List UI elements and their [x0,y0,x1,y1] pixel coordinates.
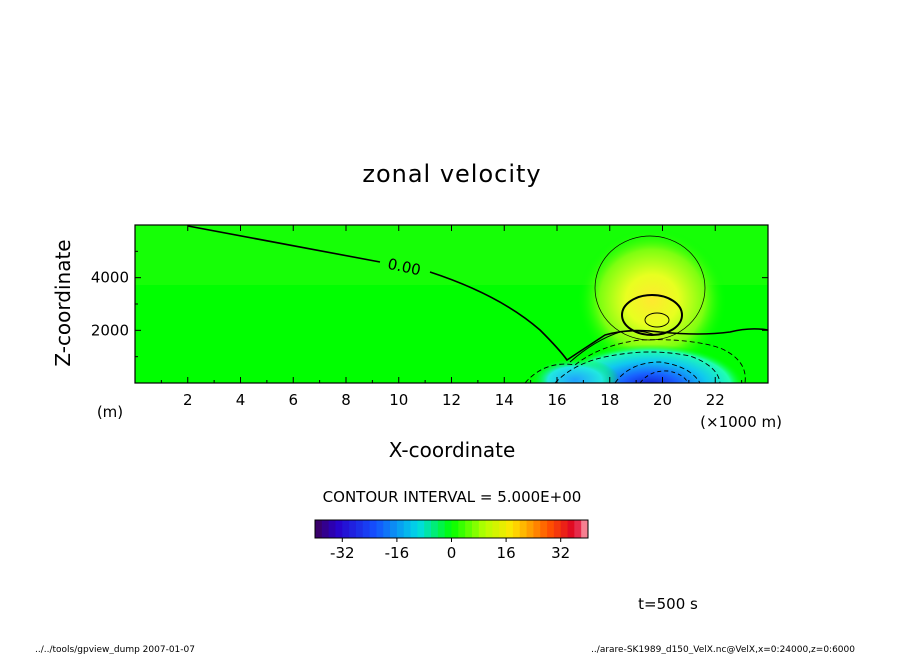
colorbar-cell [540,520,548,538]
colorbar-tick-label: 32 [551,544,570,562]
contour-positive-15 [644,312,670,328]
x-tick-label: 22 [706,391,725,409]
colorbar-cell [485,520,493,538]
y-axis-ticks: 2000 4000 [91,250,768,358]
colorbar-cell [444,520,452,538]
colorbar-cell [417,520,425,538]
colorbar-tick-label: 0 [447,544,457,562]
colorbar-cell [519,520,527,538]
x-tick-label: 20 [653,391,672,409]
x-tick-label: 4 [236,391,246,409]
contour-negative-inner [614,361,701,383]
contour-interval-text: CONTOUR INTERVAL = 5.000E+00 [323,488,582,506]
x-axis-label: X-coordinate [389,438,516,462]
colorbar-cell [321,520,330,538]
colorbar-cell [533,520,541,538]
x-tick-label: 14 [495,391,514,409]
contour-surface-bump [569,330,656,363]
y-tick-label: 4000 [91,269,129,287]
y-axis-unit: (m) [97,403,123,421]
x-tick-label: 6 [288,391,298,409]
contour-positive-5 [594,235,706,341]
x-axis-ticks: 2 4 6 8 10 12 14 16 18 20 22 [160,225,743,409]
negative-flow-region-west [530,358,620,383]
colorbar-cell [478,520,487,538]
x-tick-label: 2 [183,391,193,409]
colorbar-cell [355,520,364,538]
colorbar-cell [458,520,466,538]
colorbar-cell [403,520,411,538]
zero-contour-line [187,225,768,362]
x-tick-label: 8 [341,391,351,409]
y-tick-label: 2000 [91,321,129,339]
contour-positive-10 [621,294,683,336]
colorbar-cell [424,520,432,538]
colorbar-cell [512,520,521,538]
y-axis-label: Z-coordinate [51,239,75,366]
x-tick-label: 18 [600,391,619,409]
colorbar-cell [471,520,480,538]
x-tick-label: 16 [547,391,566,409]
colorbar-cell [410,520,418,538]
time-label: t=500 s [638,595,698,613]
colorbar-cell [499,520,507,538]
colorbar-cell [492,520,500,538]
x-axis-unit: (×1000 m) [700,413,782,431]
colorbar-cell [451,520,459,538]
colorbar-tick-label: -16 [385,544,410,562]
colorbar-cell [437,520,446,538]
colorbar-cell [369,520,377,538]
x-tick-label: 12 [442,391,461,409]
colorbar-cell [567,520,575,538]
colorbar-cell [349,520,357,538]
colorbar-cell [553,520,562,538]
colorbar-ticks: -32 -16 0 16 32 [330,538,570,562]
colorbar-tick-label: -32 [330,544,355,562]
contour-negative-outer [524,339,746,383]
colorbar-cell [383,520,391,538]
contour-negative-mid [554,351,721,383]
colorbar-tick-label: 16 [497,544,516,562]
colorbar-cell [547,520,555,538]
x-tick-label: 10 [389,391,408,409]
colorbar-cell [465,520,473,538]
colorbar-cell [396,520,405,538]
positive-jet-region [577,228,727,372]
plot-area [135,225,768,383]
colorbar-cell [431,520,439,538]
colorbar-cell [506,520,514,538]
footer-right: ../arare-SK1989_d150_VelX.nc@VelX,x=0:24… [591,645,855,654]
footer-left: ../../tools/gpview_dump 2007-01-07 [35,645,195,654]
colorbar-cell [335,520,343,538]
colorbar-cell [581,520,589,538]
colorbar-cell [560,520,568,538]
colorbar-cell [390,520,398,538]
colorbar [314,519,589,539]
colorbar-cell [315,520,323,538]
colorbar-cell [362,520,370,538]
chart-title: zonal velocity [362,160,541,188]
colorbar-cell [526,520,534,538]
colorbar-cell [574,520,582,538]
contour-negative-core [639,370,689,383]
colorbar-cell [328,520,336,538]
colorbar-cell [376,520,384,538]
colorbar-cell [342,520,350,538]
